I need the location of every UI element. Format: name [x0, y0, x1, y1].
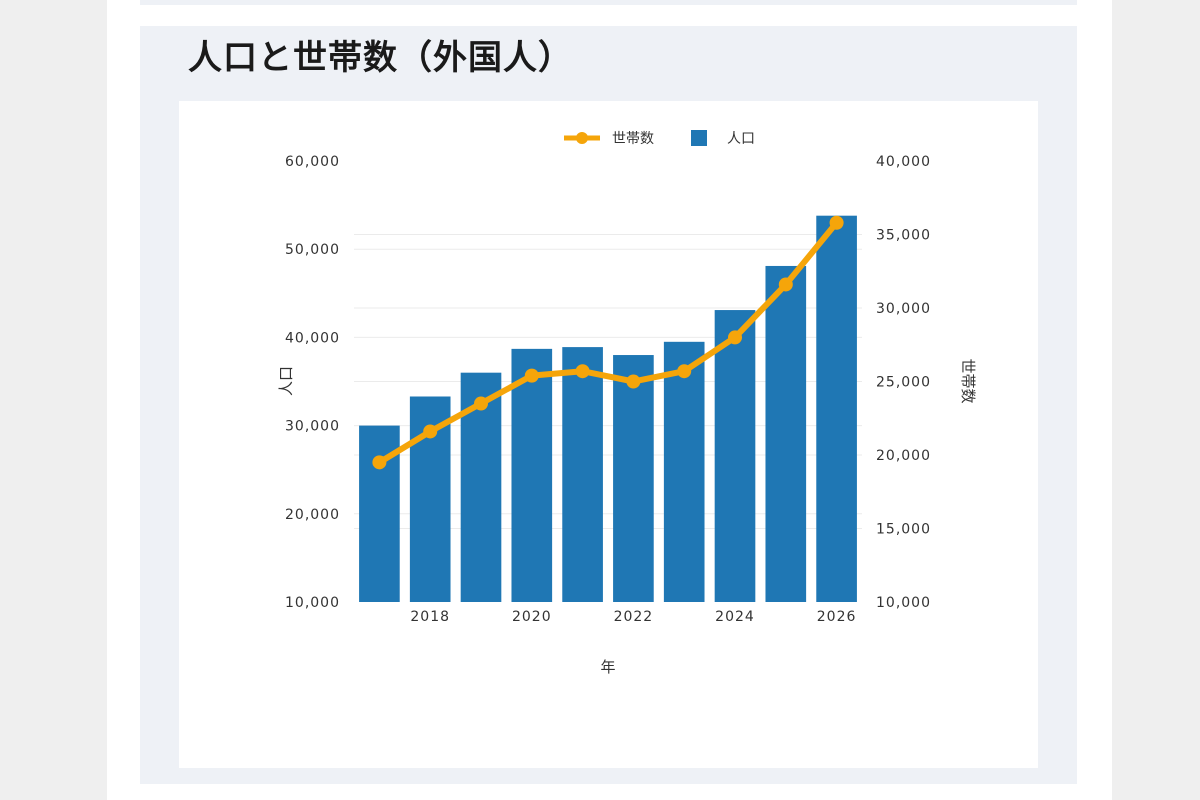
- point-households[interactable]: [423, 424, 438, 439]
- legend-label-population[interactable]: 人口: [727, 131, 755, 147]
- point-households[interactable]: [626, 374, 641, 389]
- point-households[interactable]: [575, 364, 590, 379]
- right-tick-label: 20,000: [876, 448, 931, 464]
- line-households: [376, 219, 840, 466]
- point-households[interactable]: [524, 368, 539, 383]
- previous-card-edge: [140, 0, 1077, 5]
- x-tick-label: 2018: [410, 609, 450, 625]
- x-tick-label: 2024: [715, 609, 755, 625]
- combo-chart: 10,000 20,000 30,000 40,000 50,000 60,000 10,0…: [277, 130, 977, 676]
- bar-population[interactable]: [613, 355, 654, 602]
- right-tick-label: 15,000: [876, 522, 931, 538]
- right-tick-label: 40,000: [876, 154, 931, 170]
- chart-container: 10,000 20,000 30,000 40,000 50,000 60,000 10,0…: [179, 101, 1038, 768]
- point-households[interactable]: [829, 215, 844, 230]
- right-tick-label: 30,000: [876, 301, 931, 317]
- right-tick-label: 25,000: [876, 375, 931, 391]
- x-tick-label: 2020: [512, 609, 552, 625]
- point-households[interactable]: [372, 455, 387, 470]
- point-households[interactable]: [677, 364, 692, 379]
- right-tick-label: 35,000: [876, 228, 931, 244]
- left-tick-label: 50,000: [285, 242, 340, 258]
- bar-population[interactable]: [511, 348, 553, 602]
- x-tick-label: 2022: [614, 609, 654, 625]
- point-households[interactable]: [728, 330, 742, 345]
- left-tick-label: 40,000: [285, 330, 340, 346]
- legend-label-households[interactable]: 世帯数: [612, 131, 654, 147]
- left-tick-label: 30,000: [285, 419, 340, 435]
- bar-population[interactable]: [765, 265, 807, 602]
- left-tick-label: 60,000: [285, 154, 340, 170]
- bar-population[interactable]: [714, 310, 756, 602]
- x-tick-label: 2026: [817, 609, 857, 625]
- left-axis-title: 人口: [277, 366, 295, 396]
- left-tick-label: 10,000: [285, 595, 340, 611]
- x-axis-title: 年: [600, 658, 615, 676]
- chart-card: 人口と世帯数（外国人） 10,000 20,000 30,000 40,000 50,0…: [140, 26, 1077, 784]
- bar-population[interactable]: [663, 341, 705, 602]
- card-title: 人口と世帯数（外国人）: [188, 38, 573, 78]
- right-axis-title: 世帯数: [959, 358, 977, 403]
- legend-bar-swatch: [691, 130, 707, 146]
- point-households[interactable]: [778, 277, 793, 292]
- legend-line-marker: [576, 132, 588, 144]
- bar-population[interactable]: [816, 215, 857, 602]
- left-tick-label: 20,000: [285, 507, 340, 523]
- right-tick-label: 10,000: [876, 595, 931, 611]
- bar-population[interactable]: [562, 347, 603, 602]
- point-households[interactable]: [474, 396, 488, 411]
